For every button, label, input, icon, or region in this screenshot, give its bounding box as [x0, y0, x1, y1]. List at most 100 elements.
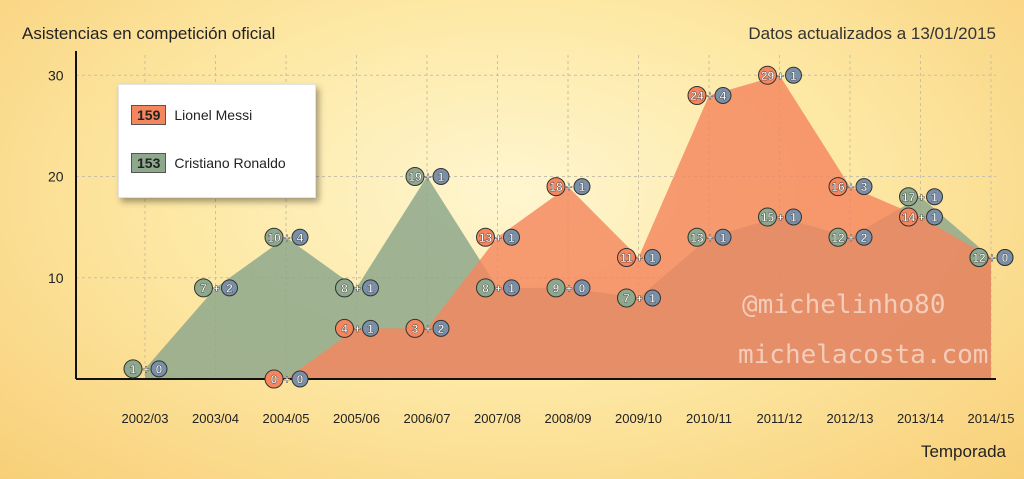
- cup-badge-icon: [150, 360, 168, 378]
- messi-badge-icon: [546, 177, 566, 197]
- data-label-plus: +: [283, 231, 290, 245]
- data-label-plus: +: [988, 251, 995, 265]
- data-label-plus: +: [918, 211, 925, 225]
- x-tick-label: 2010/11: [686, 411, 732, 426]
- data-label-extra: 1: [649, 292, 656, 306]
- legend-total-ronaldo: 153: [131, 153, 167, 173]
- legend-label-messi: Lionel Messi: [174, 107, 253, 123]
- data-label-main: 0: [271, 373, 278, 387]
- data-label: 0 +0: [264, 369, 309, 389]
- messi-badge-icon: [617, 248, 636, 267]
- cup-badge-icon: [432, 319, 450, 337]
- cup-badge-icon: [926, 188, 943, 206]
- data-label-main: 4: [341, 322, 348, 336]
- data-label-main: 12: [831, 231, 845, 245]
- data-label-main: 13: [690, 231, 704, 245]
- data-label: 3 +2: [405, 318, 450, 338]
- data-label-plus: +: [847, 180, 854, 194]
- data-label-extra: 1: [579, 180, 586, 194]
- data-label-plus: +: [354, 322, 361, 336]
- messi-badge-icon: [687, 86, 707, 105]
- data-label-extra: 1: [438, 170, 445, 184]
- data-label-main: 15: [761, 211, 775, 225]
- data-label-extra: 0: [579, 281, 586, 295]
- ronaldo-badge-icon: [828, 227, 848, 247]
- cup-badge-icon: [855, 178, 873, 196]
- data-label-plus: +: [777, 211, 784, 225]
- messi-badge-icon: [405, 318, 425, 338]
- data-label-main: 16: [831, 180, 845, 194]
- data-label-main: 29: [761, 69, 775, 83]
- cup-badge-icon: [503, 279, 520, 297]
- data-label: 17 +1: [899, 187, 943, 207]
- watermark-handle: @michelinho80: [742, 290, 946, 320]
- data-label-plus: +: [847, 231, 854, 245]
- data-label-plus: +: [495, 231, 502, 245]
- data-label-plus: +: [424, 322, 431, 336]
- data-label-extra: 4: [720, 89, 727, 103]
- ronaldo-badge-icon: [405, 167, 425, 186]
- messi-badge-icon: [899, 207, 918, 227]
- cup-badge-icon: [714, 87, 732, 104]
- x-tick-label: 2011/12: [756, 411, 802, 426]
- data-label-extra: 2: [861, 231, 868, 245]
- x-tick-label: 2006/07: [404, 411, 451, 426]
- x-tick-label: 2012/13: [827, 411, 874, 426]
- cup-badge-icon: [644, 289, 661, 307]
- ronaldo-badge-icon: [899, 187, 918, 207]
- data-label: 8 +1: [335, 278, 379, 298]
- data-label-main: 1: [130, 362, 137, 376]
- data-label-extra: 1: [367, 322, 374, 336]
- data-label-main: 13: [479, 231, 493, 245]
- data-label: 10 +4: [264, 227, 309, 247]
- cup-badge-icon: [432, 168, 450, 185]
- cup-badge-icon: [714, 228, 732, 246]
- cup-badge-icon: [573, 178, 591, 196]
- ronaldo-badge-icon: [476, 278, 495, 298]
- data-label-extra: 1: [790, 211, 797, 225]
- data-label-main: 7: [623, 292, 630, 306]
- data-label: 13 +1: [687, 227, 732, 247]
- data-label-extra: 1: [367, 281, 374, 295]
- data-label-main: 10: [267, 231, 281, 245]
- data-label-plus: +: [142, 362, 149, 376]
- cup-badge-icon: [291, 228, 309, 246]
- data-label: 29 +1: [758, 65, 802, 85]
- data-label-main: 8: [482, 281, 489, 295]
- data-label: 14 +1: [899, 207, 943, 227]
- chart-title: Asistencias en competición oficial: [22, 24, 276, 43]
- legend-total-messi: 159: [131, 105, 167, 125]
- ronaldo-badge-icon: [758, 207, 777, 227]
- x-tick-label: 2003/04: [192, 411, 239, 426]
- cup-badge-icon: [573, 279, 591, 297]
- y-tick-label: 20: [48, 169, 64, 185]
- ronaldo-badge-icon: [335, 278, 354, 298]
- legend: 159 Lionel Messi 153 Cristiano Ronaldo: [118, 84, 316, 198]
- x-tick-label: 2013/14: [897, 411, 944, 426]
- data-label-extra: 0: [156, 362, 163, 376]
- messi-badge-icon: [476, 227, 495, 247]
- data-label-extra: 2: [438, 322, 445, 336]
- x-tick-label: 2008/09: [545, 411, 592, 426]
- messi-badge-icon: [264, 369, 284, 389]
- data-label-main: 3: [412, 322, 419, 336]
- ronaldo-badge-icon: [123, 359, 143, 379]
- cup-badge-icon: [996, 249, 1014, 266]
- data-label: 24 +4: [687, 86, 732, 105]
- data-label: 4 +1: [335, 318, 379, 338]
- data-label-plus: +: [495, 281, 502, 295]
- ronaldo-badge-icon: [264, 227, 284, 247]
- data-label-main: 12: [972, 251, 986, 265]
- data-label: 8 +1: [476, 278, 520, 298]
- ronaldo-badge-icon: [969, 248, 989, 267]
- data-label-extra: 1: [508, 281, 515, 295]
- data-label-main: 7: [200, 281, 207, 295]
- data-label-extra: 2: [226, 281, 233, 295]
- data-label: 1 +0: [123, 359, 168, 379]
- data-label-plus: +: [636, 292, 643, 306]
- area-messi: [286, 75, 991, 379]
- data-label: 7 +2: [194, 278, 238, 298]
- updated-date: Datos actualizados a 13/01/2015: [748, 24, 996, 43]
- cup-badge-icon: [291, 370, 309, 388]
